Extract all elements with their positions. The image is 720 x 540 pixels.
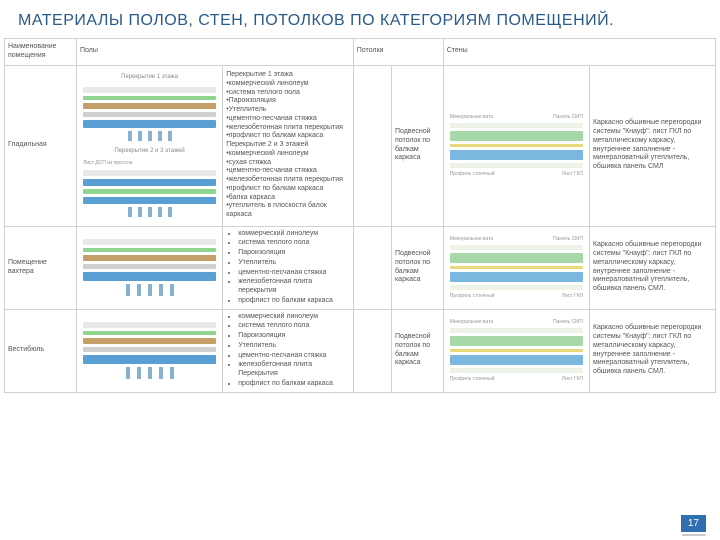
- table-row: Вестибюль коммерческий линолеумсистема т…: [5, 309, 716, 392]
- th-walls: Стены: [443, 39, 715, 66]
- cell-wall-text: Каркасно обшивные перегородки системы "К…: [589, 309, 715, 392]
- th-name: Наименование помещения: [5, 39, 77, 66]
- cell-floor-diagram: [76, 309, 222, 392]
- cell-floor-diagram: [76, 226, 222, 309]
- materials-table: Наименование помещения Полы Потолки Стен…: [4, 38, 716, 393]
- cell-floor-text: коммерческий линолеумсистема теплого пол…: [223, 309, 354, 392]
- cell-room-name: Вестибюль: [5, 309, 77, 392]
- floor-diagram: Перекрытие 1 этажа Перекрытие 2 и 3 этаж…: [77, 66, 222, 226]
- cell-ceiling-diagram: [353, 309, 391, 392]
- cell-floor-text: Перекрытие 1 этажа•коммерческий линолеум…: [223, 65, 354, 226]
- page-number: 17: [681, 515, 706, 532]
- cell-wall-diagram: Минеральная ватаПанель СМП Профиль стоеч…: [443, 226, 589, 309]
- materials-table-wrap: Наименование помещения Полы Потолки Стен…: [0, 38, 720, 393]
- cell-ceiling-text: Подвесной потолок по балкам каркаса: [391, 65, 443, 226]
- cell-room-name: Гладильная: [5, 65, 77, 226]
- th-floors: Полы: [76, 39, 353, 66]
- cell-ceiling-diagram: [353, 226, 391, 309]
- page-number-shadow: [682, 534, 706, 536]
- th-ceilings: Потолки: [353, 39, 443, 66]
- wall-diagram: Минеральная ватаПанель СМП Профиль стоеч…: [444, 311, 589, 391]
- cell-room-name: Помещение вахтера: [5, 226, 77, 309]
- floor-diagram: [77, 228, 222, 308]
- table-row: Помещение вахтера коммерческий линолеумс…: [5, 226, 716, 309]
- table-header-row: Наименование помещения Полы Потолки Стен…: [5, 39, 716, 66]
- page-title: МАТЕРИАЛЫ ПОЛОВ, СТЕН, ПОТОЛКОВ ПО КАТЕГ…: [0, 0, 720, 38]
- cell-wall-diagram: Минеральная ватаПанель СМП Профиль стоеч…: [443, 309, 589, 392]
- wall-diagram: Минеральная ватаПанель СМП Профиль стоеч…: [444, 106, 589, 186]
- wall-diagram: Минеральная ватаПанель СМП Профиль стоеч…: [444, 228, 589, 308]
- cell-ceiling-text: Подвесной потолок по балкам каркаса: [391, 226, 443, 309]
- cell-ceiling-text: Подвесной потолок по балкам каркаса: [391, 309, 443, 392]
- table-row: Гладильная Перекрытие 1 этажа Перекрытие…: [5, 65, 716, 226]
- floor-diagram: [77, 311, 222, 391]
- cell-wall-text: Каркасно обшивные перегородки системы "К…: [589, 65, 715, 226]
- cell-ceiling-diagram: [353, 65, 391, 226]
- cell-floor-text: коммерческий линолеумсистема теплого пол…: [223, 226, 354, 309]
- cell-wall-text: Каркасно обшивные перегородки системы "К…: [589, 226, 715, 309]
- cell-floor-diagram: Перекрытие 1 этажа Перекрытие 2 и 3 этаж…: [76, 65, 222, 226]
- cell-wall-diagram: Минеральная ватаПанель СМП Профиль стоеч…: [443, 65, 589, 226]
